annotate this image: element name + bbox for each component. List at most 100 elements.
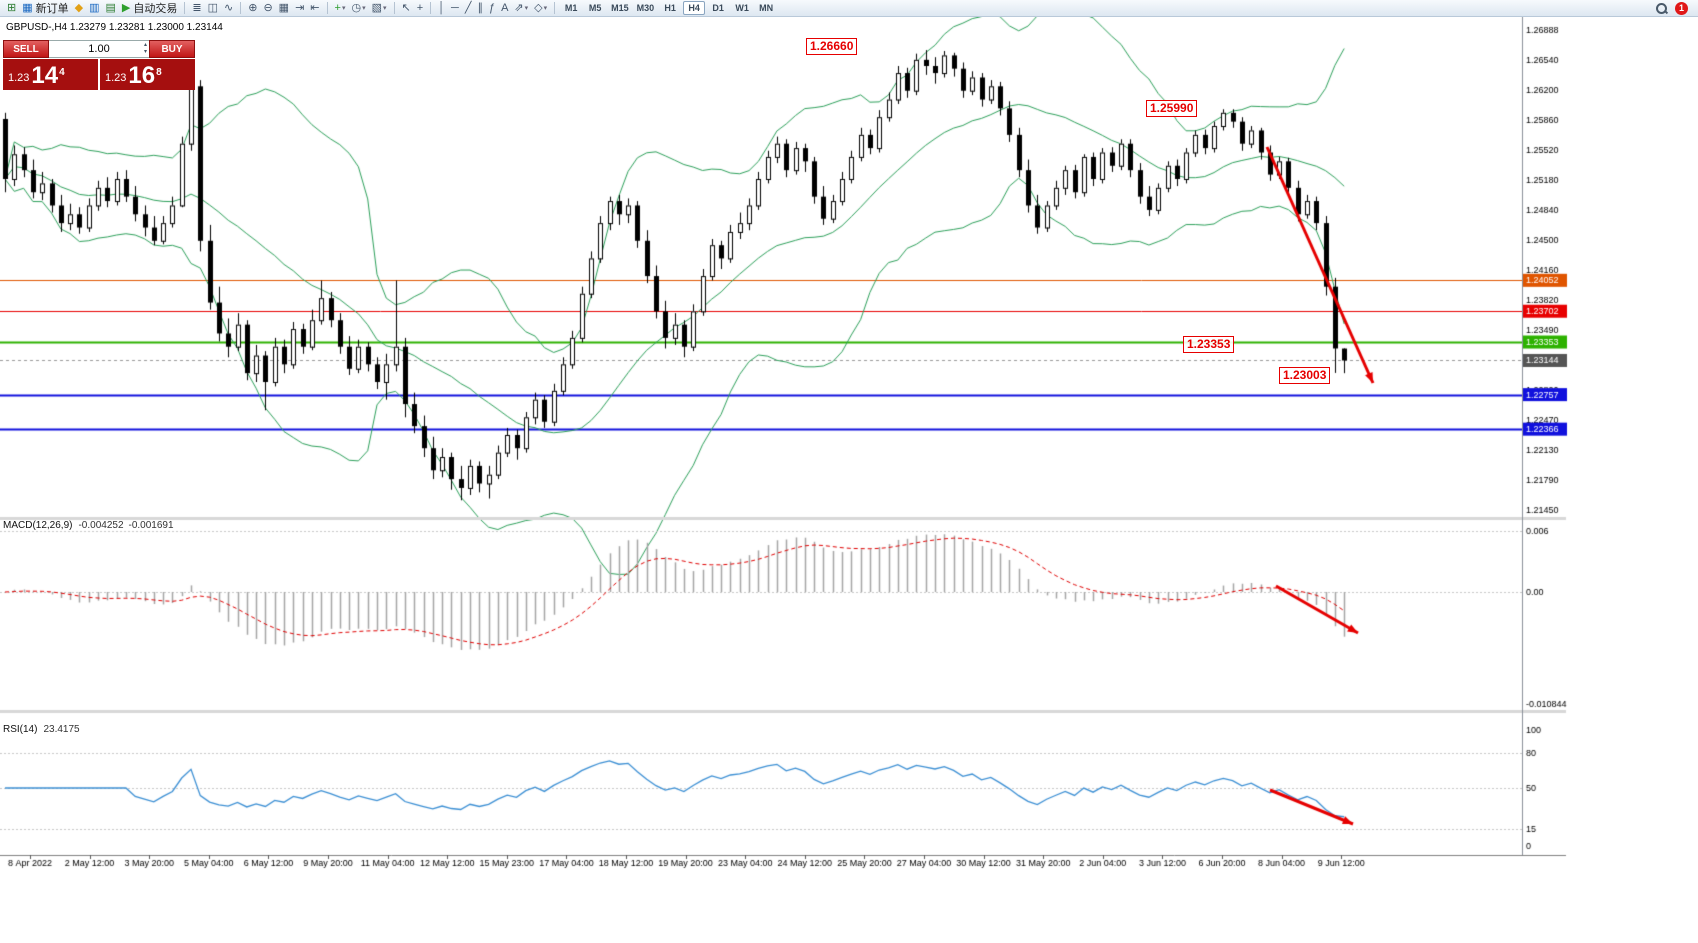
- new-order-icon: ▦: [22, 1, 33, 14]
- buy-price-prefix: 1.23: [105, 72, 127, 84]
- templates-icon: ▧: [371, 1, 382, 14]
- autotrading-button-label: 自动交易: [133, 3, 178, 15]
- tile-windows-icon: ▦: [278, 1, 290, 14]
- chart-ohlc-info: GBPUSD-,H4 1.23279 1.23281 1.23000 1.231…: [6, 22, 223, 33]
- dropdown-caret-icon: ▾: [382, 5, 387, 12]
- new-chart-icon: ⊞: [7, 1, 17, 14]
- horizontal-line-icon: ─: [451, 1, 459, 14]
- buy-price[interactable]: 1.23 16 8: [100, 59, 195, 90]
- templates-button[interactable]: ▧ ▾: [369, 1, 390, 16]
- search-icon[interactable]: [1655, 2, 1668, 15]
- timeframe-toolbar: M1 M5 M15 M30 H1 H4 D1 W1 MN: [559, 0, 778, 16]
- macd-name: MACD(12,26,9): [3, 520, 73, 531]
- indicators-icon: +: [334, 1, 341, 14]
- price-annotation-label[interactable]: 1.23003: [1279, 367, 1331, 384]
- chart-shift-button[interactable]: ⇤: [307, 1, 322, 16]
- buy-price-big: 16: [128, 62, 156, 89]
- one-click-trading-panel: SELL 1.00 ▴ ▾ BUY 1.23 14 4 1.23 16 8: [3, 40, 195, 90]
- bar-chart-button[interactable]: ≣: [189, 1, 204, 16]
- macd-main-value: -0.004252: [78, 520, 124, 531]
- line-chart-button[interactable]: ∿: [221, 1, 236, 16]
- crosshair-button[interactable]: +: [414, 1, 426, 16]
- toolbar-separator: [184, 2, 186, 14]
- price-annotation-label[interactable]: 1.23353: [1183, 336, 1235, 353]
- timeframe-mn-button[interactable]: MN: [759, 3, 774, 13]
- time-axis[interactable]: [0, 855, 1522, 873]
- dropdown-caret-icon: ▾: [543, 5, 548, 12]
- tile-windows-button[interactable]: ▦: [276, 1, 292, 16]
- timeframe-m30-button[interactable]: M30: [636, 3, 655, 13]
- cursor-button[interactable]: ↖: [399, 1, 414, 16]
- fibonacci-button[interactable]: ƒ: [486, 1, 498, 16]
- dropdown-caret-icon: ▾: [362, 5, 366, 12]
- zoom-out-button[interactable]: ⊖: [260, 1, 275, 16]
- timeframe-m5-button[interactable]: M5: [588, 3, 602, 13]
- spinner-down-icon[interactable]: ▾: [143, 49, 147, 55]
- terminal-button[interactable]: ▤: [103, 1, 119, 16]
- timeframe-w1-button[interactable]: W1: [735, 3, 749, 13]
- volume-input[interactable]: 1.00 ▴ ▾: [49, 40, 149, 58]
- toolbar-groups: ⊞ ▦ 新订单 ◆ ▥ ▤ ▶ 自动交易 ≣ ◫ ∿ ⊕ ⊖ ▦ ⇥ ⇤ + ▾ ◷ ▾ ▧ ▾ ↖ + │ ─ ╱ ∥ ƒ A ⇗ ▾ ◇ ▾: [4, 0, 550, 16]
- timeframe-h4-button[interactable]: H4: [683, 1, 706, 15]
- channel-button[interactable]: ∥: [474, 1, 486, 16]
- toolbar-right: 1: [1655, 1, 1694, 15]
- arrows-button[interactable]: ⇗ ▾: [511, 1, 531, 16]
- sell-price-prefix: 1.23: [8, 72, 30, 84]
- terminal-icon: ▤: [105, 1, 116, 14]
- rsi-value: 23.4175: [43, 724, 80, 735]
- crosshair-icon: +: [416, 1, 424, 14]
- trendline-button[interactable]: ╱: [462, 1, 475, 16]
- zoom-in-button[interactable]: ⊕: [245, 1, 260, 16]
- candlestick-chart-button[interactable]: ◫: [205, 1, 221, 16]
- rsi-indicator-label: RSI(14) 23.4175: [3, 724, 80, 735]
- fibonacci-icon: ƒ: [488, 1, 496, 14]
- price-annotation-label[interactable]: 1.26660: [806, 38, 858, 55]
- timeframe-m1-button[interactable]: M1: [564, 3, 578, 13]
- price-annotation-label[interactable]: 1.25990: [1146, 100, 1198, 117]
- new-order-button[interactable]: ▦ 新订单: [19, 1, 71, 16]
- bar-chart-icon: ≣: [192, 1, 202, 14]
- timeframe-m15-button[interactable]: M15: [611, 3, 629, 13]
- notification-badge[interactable]: 1: [1675, 1, 1688, 15]
- timeframe-h1-button[interactable]: H1: [664, 3, 676, 13]
- metaeditor-button[interactable]: ◆: [72, 1, 86, 16]
- volume-value: 1.00: [88, 43, 110, 55]
- toolbar-separator: [240, 2, 242, 14]
- main-toolbar: ⊞ ▦ 新订单 ◆ ▥ ▤ ▶ 自动交易 ≣ ◫ ∿ ⊕ ⊖ ▦ ⇥ ⇤ + ▾ ◷ ▾ ▧ ▾ ↖ + │ ─ ╱ ∥ ƒ A ⇗ ▾ ◇ ▾ …: [0, 0, 1698, 17]
- market-watch-button[interactable]: ▥: [86, 1, 102, 16]
- macd-signal-value: -0.001691: [128, 520, 174, 531]
- sell-button[interactable]: SELL: [3, 40, 49, 58]
- price-chart-canvas[interactable]: [0, 17, 1698, 943]
- buy-price-sup: 8: [156, 67, 162, 78]
- macd-indicator-label: MACD(12,26,9) -0.004252 -0.001691: [3, 520, 174, 531]
- trendline-icon: ╱: [464, 1, 472, 14]
- periods-button[interactable]: ◷ ▾: [348, 1, 368, 16]
- new-chart-button[interactable]: ⊞: [4, 1, 19, 16]
- candlestick-chart-icon: ◫: [207, 1, 218, 14]
- sell-price-sup: 4: [59, 67, 65, 78]
- chart-shift-icon: ⇤: [310, 1, 320, 14]
- new-order-button-label: 新订单: [35, 3, 69, 15]
- toolbar-separator: [554, 2, 556, 14]
- volume-spinner[interactable]: ▴ ▾: [144, 42, 147, 56]
- horizontal-line-button[interactable]: ─: [448, 1, 462, 16]
- toolbar-separator: [430, 2, 432, 14]
- indicators-button[interactable]: + ▾: [332, 1, 349, 16]
- vertical-line-icon: │: [438, 1, 446, 14]
- line-chart-icon: ∿: [224, 1, 234, 14]
- price-axis[interactable]: [1522, 17, 1570, 855]
- shapes-button[interactable]: ◇ ▾: [531, 1, 550, 16]
- spinner-up-icon[interactable]: ▴: [143, 42, 147, 48]
- arrows-icon: ⇗: [514, 1, 524, 14]
- buy-button[interactable]: BUY: [149, 40, 195, 58]
- vertical-line-button[interactable]: │: [435, 1, 448, 16]
- rsi-name: RSI(14): [3, 724, 38, 735]
- auto-scroll-button[interactable]: ⇥: [292, 1, 307, 16]
- channel-icon: ∥: [477, 1, 483, 14]
- zoom-in-icon: ⊕: [248, 1, 258, 14]
- autotrading-button[interactable]: ▶ 自动交易: [119, 1, 180, 16]
- sell-price[interactable]: 1.23 14 4: [3, 59, 98, 90]
- dropdown-caret-icon: ▾: [341, 5, 346, 12]
- timeframe-d1-button[interactable]: D1: [712, 3, 724, 13]
- text-button[interactable]: A: [498, 1, 511, 16]
